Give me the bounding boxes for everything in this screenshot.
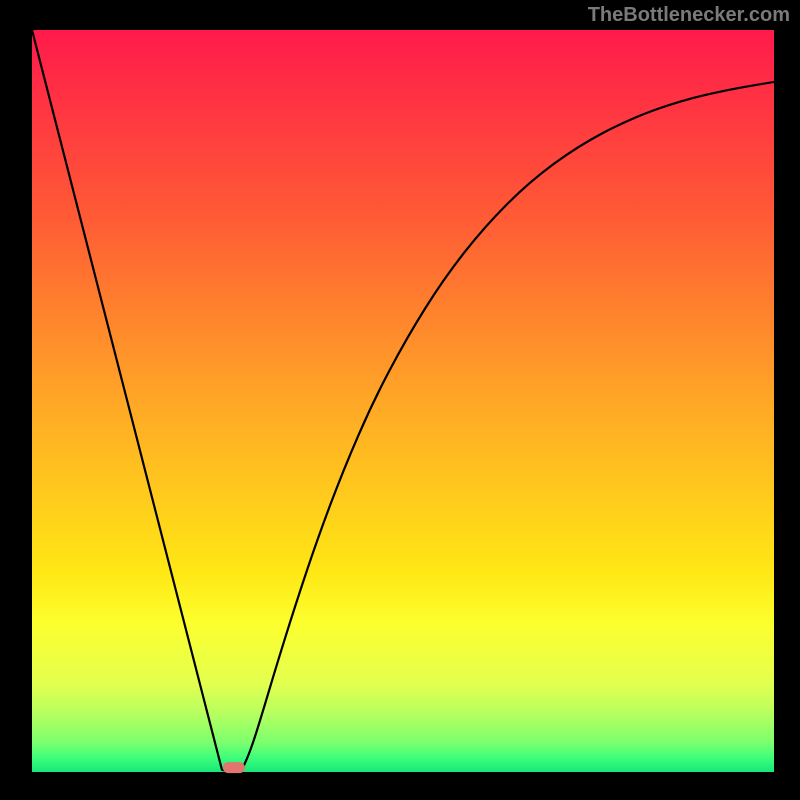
vertex-marker xyxy=(223,762,245,774)
plot-area xyxy=(32,30,774,772)
bottleneck-curve xyxy=(32,30,774,772)
chart-container: TheBottlenecker.com xyxy=(0,0,800,800)
watermark-text: TheBottlenecker.com xyxy=(588,4,790,27)
plot-svg xyxy=(32,30,774,772)
